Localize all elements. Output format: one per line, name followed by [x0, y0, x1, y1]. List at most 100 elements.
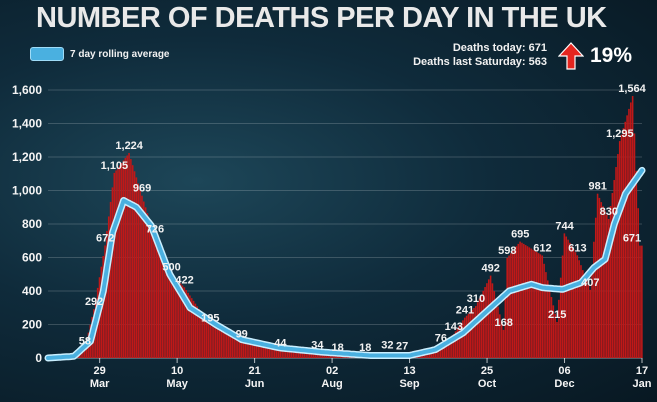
daily-bar: [172, 276, 175, 358]
data-label: 726: [146, 223, 164, 235]
daily-bar: [176, 279, 178, 358]
daily-bar: [449, 337, 451, 358]
daily-bar: [480, 294, 483, 358]
data-label: 492: [482, 263, 500, 275]
daily-bar: [600, 202, 603, 358]
daily-bar: [637, 208, 639, 358]
daily-bar: [314, 352, 317, 358]
daily-bar: [146, 213, 149, 358]
daily-bar: [589, 289, 591, 358]
x-tick-day: 10: [171, 365, 183, 377]
daily-bar: [635, 170, 638, 358]
daily-bar: [504, 293, 507, 358]
bar-series: [48, 96, 643, 359]
daily-bar: [281, 350, 283, 358]
daily-bar: [290, 351, 293, 358]
daily-bar: [233, 337, 235, 358]
daily-bar: [190, 298, 193, 358]
daily-bar: [133, 171, 136, 358]
daily-bar: [628, 108, 630, 359]
daily-bar: [152, 230, 154, 358]
daily-bar: [242, 341, 245, 358]
daily-bar: [131, 165, 134, 358]
daily-bar: [558, 299, 560, 358]
daily-bar: [515, 246, 518, 358]
daily-bar: [502, 329, 505, 358]
daily-bar: [253, 344, 256, 358]
daily-bar: [563, 233, 566, 358]
daily-bar: [454, 331, 457, 358]
daily-bar: [288, 351, 291, 358]
data-label: 310: [467, 293, 485, 305]
data-label: 1,224: [115, 140, 143, 152]
rolling-average-series: [44, 166, 646, 362]
daily-bar: [499, 314, 501, 358]
daily-bar: [572, 249, 575, 358]
daily-bar: [259, 345, 261, 358]
daily-bar: [194, 303, 197, 358]
daily-bar: [438, 345, 440, 358]
data-label: 99: [236, 328, 248, 340]
y-tick-label: 0: [35, 351, 42, 365]
daily-bar: [224, 332, 226, 358]
daily-bar: [578, 260, 580, 358]
daily-bar: [615, 167, 617, 358]
daily-bar: [462, 320, 464, 358]
x-tick-month: Sep: [399, 378, 419, 390]
daily-bar: [214, 328, 217, 358]
y-tick-label: 800: [22, 217, 42, 231]
daily-bar: [231, 336, 234, 358]
daily-bar: [593, 241, 595, 358]
daily-bar: [469, 311, 472, 358]
daily-bar: [113, 172, 116, 358]
daily-bar: [178, 281, 180, 358]
arrow-up-icon: [558, 42, 584, 70]
data-label: 44: [274, 338, 287, 350]
x-tick-day: 06: [558, 365, 570, 377]
daily-bar: [104, 245, 106, 358]
daily-bar: [500, 322, 503, 358]
daily-bar: [150, 224, 152, 358]
y-tick-label: 1,600: [12, 83, 42, 97]
daily-bar: [220, 331, 223, 358]
data-label: 32: [381, 340, 393, 352]
data-label: 1,105: [101, 160, 129, 172]
daily-bar: [576, 255, 579, 358]
daily-bar: [532, 249, 534, 358]
daily-bar: [517, 243, 520, 358]
daily-bar: [174, 277, 176, 358]
daily-bar: [626, 115, 628, 358]
daily-bar: [211, 326, 213, 358]
daily-bar: [445, 340, 448, 358]
daily-bar: [102, 256, 104, 358]
y-tick-label: 1,400: [12, 117, 42, 131]
daily-bar: [307, 351, 309, 358]
y-tick-label: 600: [22, 251, 42, 265]
daily-bar: [510, 253, 512, 358]
daily-bar: [528, 247, 531, 358]
x-tick-day: 21: [248, 365, 260, 377]
daily-bar: [235, 338, 237, 358]
daily-bar: [272, 348, 274, 358]
daily-bar: [580, 265, 582, 358]
daily-bar: [639, 245, 641, 358]
stats-box: Deaths today: 671 Deaths last Saturday: …: [413, 41, 547, 69]
daily-bar: [111, 187, 114, 358]
data-label: 744: [555, 220, 574, 232]
daily-bar: [443, 342, 446, 358]
daily-bar: [183, 287, 186, 358]
daily-bar: [587, 284, 590, 358]
daily-bar: [524, 245, 527, 358]
daily-bar: [476, 302, 479, 358]
daily-bar: [109, 201, 112, 358]
deaths-today-label: Deaths today: 671: [452, 42, 547, 54]
daily-bar: [137, 183, 140, 358]
daily-bar: [440, 345, 442, 358]
daily-bar: [565, 236, 568, 358]
daily-bar: [622, 128, 625, 358]
data-label: 672: [96, 232, 114, 244]
daily-bar: [537, 253, 540, 358]
daily-bar: [198, 309, 200, 358]
